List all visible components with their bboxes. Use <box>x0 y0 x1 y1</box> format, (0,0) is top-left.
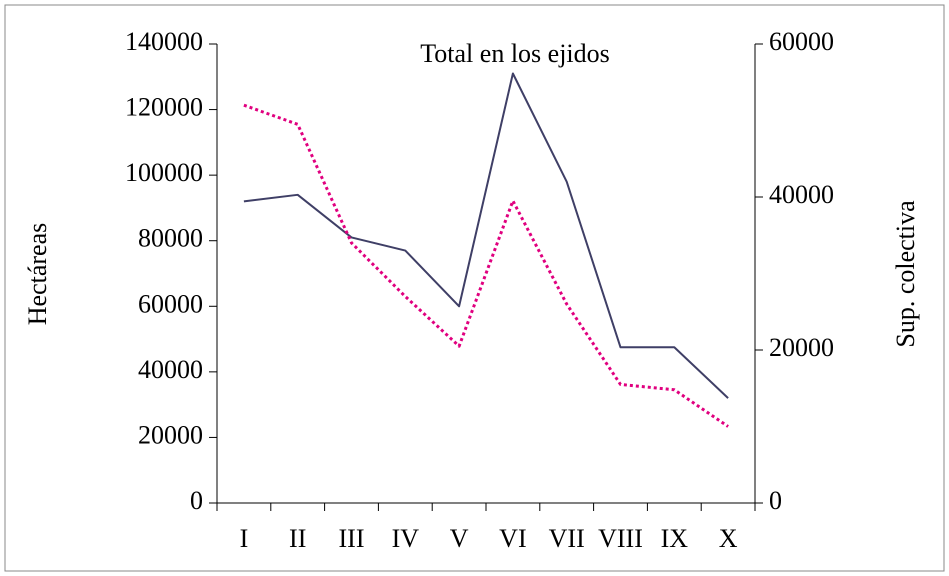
y2-tick-label: 0 <box>769 486 782 515</box>
y-tick-label: 80000 <box>138 224 203 253</box>
x-tick-label: X <box>719 524 738 553</box>
y-tick-label: 60000 <box>138 289 203 318</box>
x-tick-label: VII <box>549 524 585 553</box>
y-tick-label: 100000 <box>125 158 203 187</box>
x-tick-label: VI <box>499 524 526 553</box>
y-tick-label: 140000 <box>125 27 203 56</box>
y-tick-label: 40000 <box>138 355 203 384</box>
series-line <box>243 72 729 399</box>
y2-tick-label: 40000 <box>769 180 834 209</box>
x-tick-label: III <box>339 524 365 553</box>
y2-axis-label: Sup. colectiva <box>891 200 920 348</box>
x-tick-label: IX <box>661 524 689 553</box>
y-axis-label: Hectáreas <box>23 223 52 325</box>
x-tick-label: V <box>450 524 469 553</box>
y2-tick-label: 60000 <box>769 27 834 56</box>
frame <box>4 4 945 572</box>
y-tick-label: 0 <box>190 486 203 515</box>
y-tick-label: 20000 <box>138 420 203 449</box>
x-tick-label: II <box>289 524 306 553</box>
y-tick-label: 120000 <box>125 93 203 122</box>
x-tick-label: I <box>240 524 249 553</box>
chart-title: Total en los ejidos <box>420 39 610 68</box>
y2-tick-label: 20000 <box>769 333 834 362</box>
x-tick-label: IV <box>392 524 420 553</box>
x-tick-label: VIII <box>598 524 643 553</box>
series-line <box>243 103 729 428</box>
